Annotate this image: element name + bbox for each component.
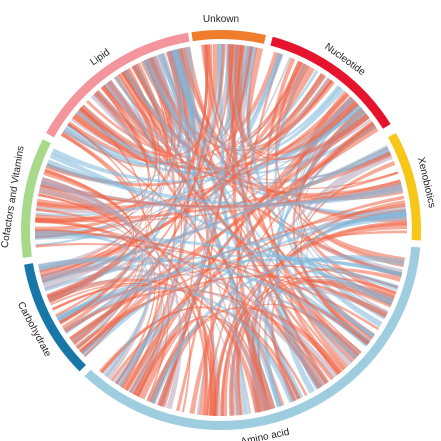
group-arc-xenobiotics xyxy=(388,133,422,241)
chord-link xyxy=(69,126,379,342)
chord-link xyxy=(79,113,370,355)
chord-link xyxy=(148,319,208,416)
chord-link xyxy=(43,168,135,300)
chord-link xyxy=(44,168,138,325)
chord-link xyxy=(205,44,303,143)
chord-link xyxy=(56,287,295,404)
chord-link xyxy=(312,204,406,275)
group-label-carbohydrate: Carbohydrate xyxy=(15,300,53,359)
chord-link xyxy=(251,200,406,413)
chord-link xyxy=(289,282,388,375)
chord-link xyxy=(234,44,360,156)
chord-link xyxy=(59,86,153,324)
group-arc-cofactors-vitamins xyxy=(21,139,51,258)
group-arc-nucleotide xyxy=(270,36,391,129)
group-arcs xyxy=(21,30,422,431)
chord-link xyxy=(49,152,393,306)
chord-link xyxy=(35,233,399,291)
chord-links xyxy=(34,43,408,417)
chord-link xyxy=(38,257,338,379)
chord-link xyxy=(56,258,403,322)
group-arc-lipid xyxy=(46,32,190,138)
group-arc-unkown xyxy=(191,30,266,44)
chord-link xyxy=(141,45,250,143)
chord-link xyxy=(156,318,272,411)
chord-link xyxy=(131,64,282,408)
chord-link xyxy=(45,78,333,187)
chord-link xyxy=(35,219,308,396)
chord-link xyxy=(225,44,329,385)
group-arc-amino-acid xyxy=(84,246,421,431)
chord-link xyxy=(228,44,330,384)
group-label-unkown: Unkown xyxy=(203,14,239,25)
chord-link xyxy=(67,122,148,350)
chord-link xyxy=(38,186,132,291)
group-label-amino-acid: Amino acid xyxy=(240,427,291,441)
group-arc-carbohydrate xyxy=(24,263,86,372)
chord-link xyxy=(172,45,252,140)
chord-link xyxy=(38,193,140,344)
chord-link xyxy=(38,193,169,402)
group-label-nucleotide: Nucleotide xyxy=(322,41,367,78)
